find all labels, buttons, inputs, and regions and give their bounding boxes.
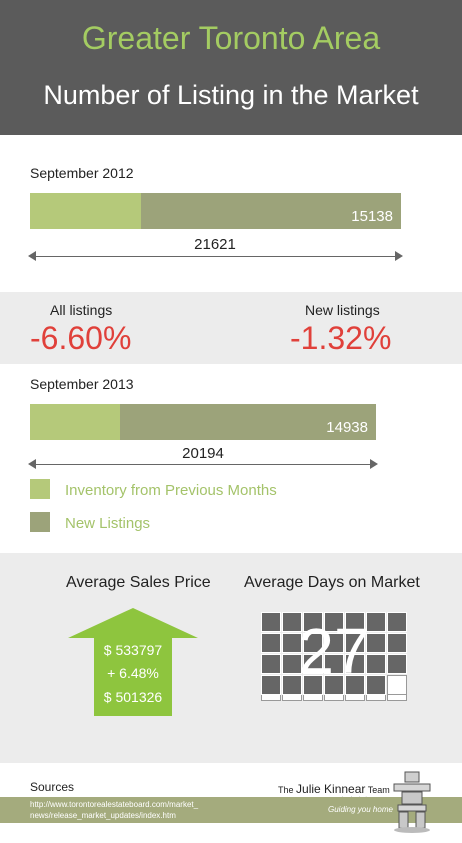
page-title: Greater Toronto Area	[81, 20, 381, 56]
sep2013-new-value: 14938	[326, 419, 368, 436]
source-url-line2[interactable]: news/release_market_updates/index.htm	[30, 811, 176, 820]
calendar-day-cell	[324, 675, 344, 695]
sep2012-label: September 2012	[30, 165, 134, 181]
sources-label: Sources	[30, 780, 75, 794]
source-url-line1[interactable]: http://www.torontorealestateboard.com/ma…	[30, 800, 199, 809]
calendar-day-cell	[261, 612, 281, 632]
arrow-right-icon	[370, 459, 378, 469]
calendar-day-cell	[261, 633, 281, 653]
arrow-right-icon	[395, 251, 403, 261]
calendar-day-cell	[282, 633, 302, 653]
calendar-day-cell	[366, 633, 386, 653]
avg-price-heading: Average Sales Price	[66, 574, 211, 591]
legend-new-swatch	[30, 512, 50, 532]
legend-prev-label: Inventory from Previous Months	[65, 482, 277, 499]
new-listings-change: -1.32%	[290, 320, 392, 356]
sep2012-new-value: 15138	[351, 208, 393, 225]
avg-days-heading: Average Days on Market	[244, 574, 420, 591]
calendar-day-cell	[366, 675, 386, 695]
calendar-day-cell	[345, 675, 365, 695]
brand-name: Julie Kinnear	[296, 782, 366, 796]
all-listings-change: -6.60%	[30, 320, 132, 356]
price-change: + 6.48%	[107, 665, 159, 681]
calendar-day-cell	[387, 675, 407, 695]
calendar-day-cell	[303, 675, 323, 695]
sep2012-total: 21621	[194, 236, 236, 253]
calendar-icon: 27	[261, 612, 407, 708]
calendar-day-cell	[261, 675, 281, 695]
tagline: Guiding you home	[328, 805, 393, 814]
avg-days-value: 27	[298, 615, 370, 687]
calendar-day-cell	[282, 675, 302, 695]
price-current: $ 533797	[103, 642, 163, 658]
sep2012-span-arrow	[28, 251, 403, 261]
brand-suffix: Team	[365, 785, 390, 795]
price-previous: $ 501326	[103, 689, 163, 705]
sep2013-label: September 2013	[30, 376, 134, 392]
sep2012-prev-segment	[30, 193, 141, 229]
calendar-day-cell	[282, 612, 302, 632]
calendar-day-cell	[324, 633, 344, 653]
calendar-day-cell	[303, 612, 323, 632]
legend-prev-swatch	[30, 479, 50, 499]
calendar-day-cell	[303, 633, 323, 653]
calendar-day-cell	[324, 654, 344, 674]
brand-prefix: The	[278, 785, 297, 795]
calendar-day-cell	[303, 654, 323, 674]
arrow-left-icon	[28, 459, 36, 469]
calendar-day-cell	[261, 654, 281, 674]
arrow-left-icon	[28, 251, 36, 261]
footer-bar: http://www.torontorealestateboard.com/ma…	[0, 797, 462, 823]
calendar-day-cell	[366, 612, 386, 632]
sep2012-new-segment	[141, 193, 401, 229]
change-band: All listings -6.60% New listings -1.32%	[0, 292, 462, 364]
page-subtitle: Number of Listing in the Market	[43, 80, 419, 110]
calendar-day-cell	[387, 654, 407, 674]
calendar-day-cell	[366, 654, 386, 674]
sep2013-span-arrow	[28, 459, 378, 469]
calendar-day-cell	[345, 612, 365, 632]
calendar-day-cell	[324, 612, 344, 632]
up-arrow-icon	[68, 608, 198, 716]
inuksuk-icon	[393, 771, 431, 833]
sep2012-bar: 15138	[30, 193, 401, 229]
source-url[interactable]: http://www.torontorealestateboard.com/ma…	[30, 799, 230, 821]
calendar-day-cell	[387, 612, 407, 632]
brand-logo: The Julie Kinnear Team	[278, 782, 390, 796]
header-banner: Greater Toronto Area Number of Listing i…	[0, 0, 462, 135]
calendar-day-cell	[345, 633, 365, 653]
new-listings-label: New listings	[305, 302, 380, 318]
legend-new-label: New Listings	[65, 515, 151, 532]
sep2013-bar: 14938	[30, 404, 376, 440]
sep2013-new-segment	[120, 404, 376, 440]
calendar-day-cell	[387, 633, 407, 653]
all-listings-label: All listings	[50, 302, 113, 318]
calendar-day-cell	[282, 654, 302, 674]
sep2013-total: 20194	[182, 445, 224, 462]
sep2013-prev-segment	[30, 404, 120, 440]
calendar-day-cell	[345, 654, 365, 674]
